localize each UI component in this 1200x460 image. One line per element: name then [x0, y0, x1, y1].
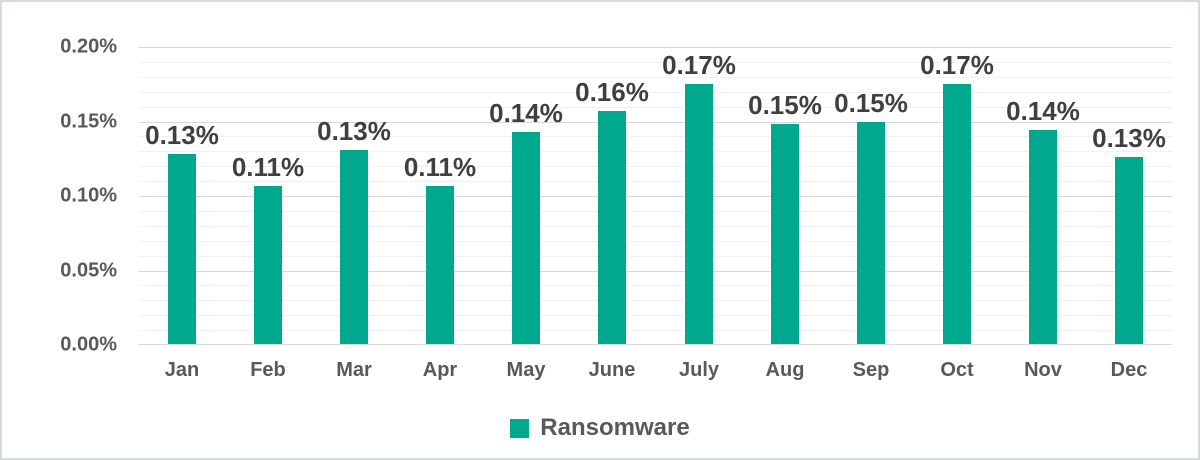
- bar-sep: [857, 122, 885, 345]
- y-tick-label: 0.20%: [60, 35, 117, 58]
- y-tick-label: 0.00%: [60, 333, 117, 356]
- data-label-may: 0.14%: [489, 98, 563, 128]
- bar-oct: [943, 84, 971, 345]
- data-label-nov: 0.14%: [1006, 96, 1080, 126]
- data-label-sep: 0.15%: [834, 88, 908, 118]
- legend: Ransomware: [2, 408, 1198, 448]
- minor-gridline: [139, 256, 1172, 257]
- x-tick-label-dec: Dec: [1110, 359, 1148, 381]
- minor-gridline: [139, 92, 1172, 93]
- minor-gridline: [139, 166, 1172, 167]
- x-tick-label-feb: Feb: [250, 359, 286, 381]
- bar-june: [598, 111, 626, 345]
- x-tick-label-july: July: [678, 359, 720, 381]
- plot-area: [139, 47, 1172, 345]
- data-label-june: 0.16%: [575, 77, 649, 107]
- minor-gridline: [139, 107, 1172, 108]
- minor-gridline: [139, 226, 1172, 227]
- y-tick-label: 0.10%: [60, 184, 117, 207]
- minor-gridline: [139, 62, 1172, 63]
- legend-swatch-icon: [510, 418, 530, 438]
- data-label-feb: 0.11%: [231, 152, 305, 182]
- minor-gridline: [139, 151, 1172, 152]
- x-tick-label-nov: Nov: [1024, 359, 1062, 381]
- bar-jan: [168, 154, 196, 345]
- y-tick-label: 0.05%: [60, 259, 117, 281]
- bar-july: [685, 84, 713, 345]
- major-gridline: [139, 196, 1172, 197]
- bar-feb: [254, 186, 282, 345]
- x-tick-label-jan: Jan: [164, 359, 200, 381]
- minor-gridline: [139, 77, 1172, 78]
- minor-gridline: [139, 300, 1172, 301]
- x-tick-label-sep: Sep: [852, 359, 890, 381]
- y-tick-label: 0.15%: [60, 110, 117, 132]
- x-tick-label-mar: Mar: [336, 359, 372, 381]
- minor-gridline: [139, 211, 1172, 212]
- minor-gridline: [139, 285, 1172, 286]
- major-gridline: [139, 122, 1172, 123]
- data-label-oct: 0.17%: [920, 50, 994, 80]
- bar-nov: [1029, 130, 1057, 345]
- legend-label: Ransomware: [540, 414, 690, 441]
- major-gridline: [139, 47, 1172, 48]
- minor-gridline: [139, 241, 1172, 242]
- minor-gridline: [139, 136, 1172, 137]
- bar-dec: [1115, 157, 1143, 345]
- bar-mar: [340, 150, 368, 345]
- x-tick-label-aug: Aug: [765, 359, 805, 381]
- data-label-jan: 0.13%: [145, 120, 219, 150]
- minor-gridline: [139, 315, 1172, 316]
- data-label-dec: 0.13%: [1092, 123, 1166, 153]
- bar-may: [512, 132, 540, 345]
- data-label-aug: 0.15%: [748, 90, 822, 120]
- data-label-mar: 0.13%: [317, 116, 391, 146]
- minor-gridline: [139, 181, 1172, 182]
- x-axis-line: [139, 344, 1172, 345]
- major-gridline: [139, 271, 1172, 272]
- bar-apr: [426, 186, 454, 345]
- x-tick-label-apr: Apr: [422, 359, 458, 381]
- minor-gridline: [139, 330, 1172, 331]
- x-tick-label-june: June: [588, 359, 636, 381]
- data-label-july: 0.17%: [662, 50, 736, 80]
- x-tick-label-may: May: [506, 359, 546, 381]
- x-tick-label-oct: Oct: [940, 359, 974, 381]
- data-label-apr: 0.11%: [403, 152, 477, 182]
- bar-aug: [771, 124, 799, 345]
